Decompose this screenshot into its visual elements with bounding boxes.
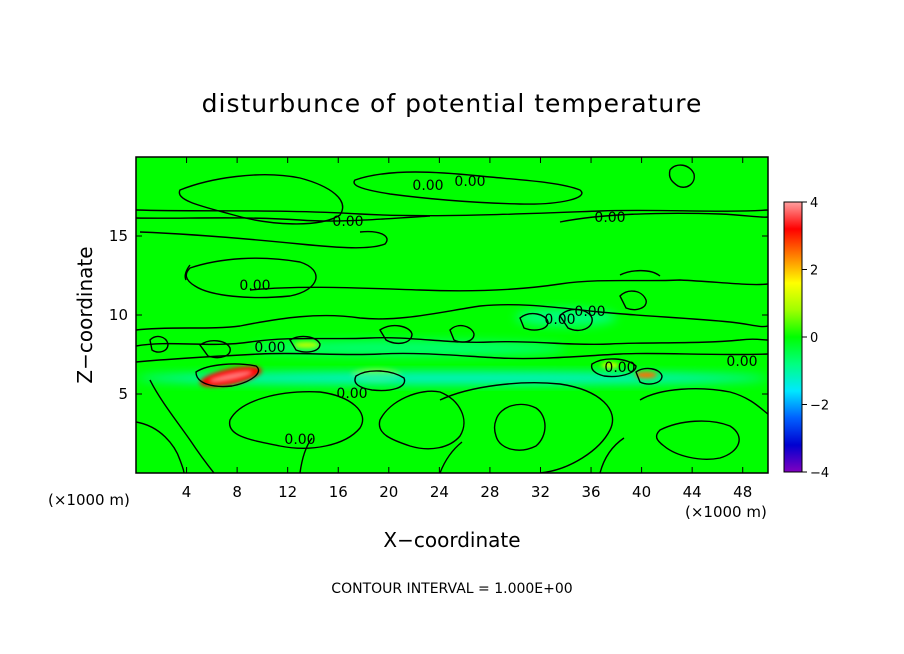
colorbar-tick-label: −4 xyxy=(810,466,829,481)
x-axis: 4 8 12 16 20 24 28 32 36 40 44 48 xyxy=(182,157,752,501)
field-feature-warm-spot-40 xyxy=(635,371,657,379)
contour-label: 0.00 xyxy=(254,340,285,356)
colorbar-scale xyxy=(783,201,803,473)
contour-label: 0.00 xyxy=(454,174,485,190)
y-axis: 5 10 15 xyxy=(109,227,768,403)
field-feature-cold-layer-upper xyxy=(249,340,566,357)
contour-interval-note: CONTOUR INTERVAL = 1.000E+00 xyxy=(331,581,572,597)
contour-line xyxy=(439,441,463,473)
contour-line xyxy=(599,437,625,473)
contour-line xyxy=(149,379,215,473)
contour-line xyxy=(619,290,647,311)
contour-line xyxy=(379,324,413,345)
contour-labels: 0.000.000.000.000.000.000.000.000.000.00… xyxy=(239,174,757,448)
contour-line xyxy=(519,312,549,331)
x-tick-label: 4 xyxy=(182,483,192,501)
contour-line xyxy=(289,335,321,353)
y-axis-label: Z−coordinate xyxy=(73,246,97,383)
contour-line xyxy=(136,336,768,347)
field-feature-cold-patches-10 xyxy=(515,308,617,327)
x-tick-label: 20 xyxy=(379,483,398,501)
field-feature-warm-spot-38 xyxy=(601,362,619,369)
contour-line xyxy=(668,164,695,188)
field-features xyxy=(136,308,768,387)
colorbar-tick-label: 0 xyxy=(810,331,818,346)
colorbar-ticks: 4 2 0 −2 −4 xyxy=(802,196,829,481)
x-tick-label: 8 xyxy=(232,483,242,501)
x-tick-label: 40 xyxy=(632,483,651,501)
contour-line xyxy=(195,363,260,388)
colorbar-tick-label: 2 xyxy=(810,264,818,279)
contour-line xyxy=(136,304,768,331)
y-tick-label: 5 xyxy=(118,385,128,403)
contour-line xyxy=(439,382,614,473)
x-tick-label: 32 xyxy=(531,483,550,501)
contour-label: 0.00 xyxy=(726,354,757,370)
contour-line xyxy=(228,391,364,449)
contour-line xyxy=(639,388,768,415)
contour-line xyxy=(449,324,475,343)
contour-label: 0.00 xyxy=(332,214,363,230)
contour-line xyxy=(139,230,388,249)
field-feature-warm-spot-13 xyxy=(294,341,320,349)
x-tick-label: 44 xyxy=(683,483,702,501)
x-tick-label: 16 xyxy=(329,483,348,501)
x-tick-label: 28 xyxy=(480,483,499,501)
x-tick-label: 24 xyxy=(430,483,449,501)
contour-label: 0.00 xyxy=(239,278,270,294)
field-feature-core xyxy=(209,370,253,383)
contour-label: 0.00 xyxy=(574,304,605,320)
contour-line xyxy=(619,269,661,277)
contour-line xyxy=(655,420,740,460)
x-unit-left: (×1000 m) xyxy=(48,491,130,509)
y-tick-label: 15 xyxy=(109,227,128,245)
contour-line xyxy=(136,352,768,363)
plot-area: 0.000.000.000.000.000.000.000.000.000.00… xyxy=(109,156,769,501)
contour-line xyxy=(136,421,185,473)
colorbar-tick-label: 4 xyxy=(810,196,818,211)
contour-label: 0.00 xyxy=(412,178,443,194)
contour-line xyxy=(136,215,431,222)
contour-line xyxy=(493,403,546,451)
contour-line xyxy=(354,370,406,392)
contour-line xyxy=(635,367,663,385)
contour-label: 0.00 xyxy=(284,432,315,448)
x-tick-label: 12 xyxy=(278,483,297,501)
contour-label: 0.00 xyxy=(544,312,575,328)
contour-line xyxy=(559,308,593,332)
contour-label: 0.00 xyxy=(336,386,367,402)
contour-line xyxy=(199,340,231,359)
chart-title: disturbunce of potential temperature xyxy=(202,89,703,118)
field-background xyxy=(136,157,768,473)
contour-line xyxy=(299,437,313,473)
colorbar-tick-label: −2 xyxy=(810,399,829,414)
field-feature-cold-layer xyxy=(136,371,768,385)
x-axis-label: X−coordinate xyxy=(383,528,520,552)
contour-line xyxy=(590,358,637,378)
contour-line xyxy=(178,174,344,225)
contour-lines xyxy=(136,164,768,473)
contour-line xyxy=(184,264,191,281)
contour-line xyxy=(353,171,583,205)
colorbar: 4 2 0 −2 −4 xyxy=(783,196,829,481)
contour-label: 0.00 xyxy=(594,210,625,226)
y-tick-label: 10 xyxy=(109,306,128,324)
contour-label: 0.00 xyxy=(604,360,635,376)
contour-line xyxy=(249,279,768,292)
contour-line xyxy=(136,209,768,217)
contour-line xyxy=(559,212,768,223)
contour-line xyxy=(185,257,317,299)
x-tick-label: 48 xyxy=(733,483,752,501)
contour-line xyxy=(378,390,465,450)
x-unit-right: (×1000 m) xyxy=(685,503,767,521)
x-tick-label: 36 xyxy=(581,483,600,501)
contour-line xyxy=(149,335,169,353)
